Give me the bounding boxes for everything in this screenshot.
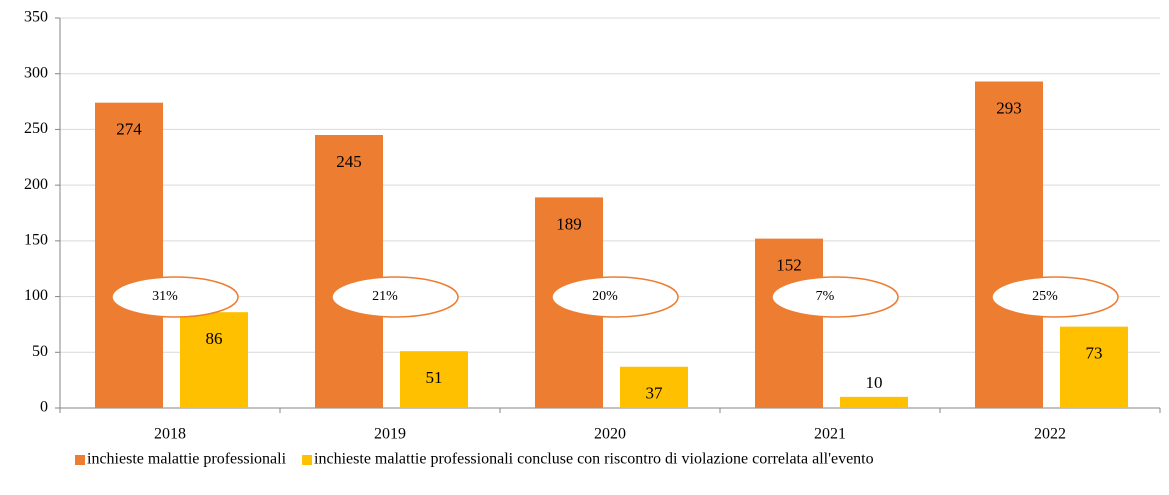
value-label: 86 (206, 329, 223, 348)
legend-label: inchieste malattie professionali conclus… (314, 451, 874, 468)
value-label: 189 (556, 214, 582, 233)
annotation-ellipse (111, 276, 239, 318)
bar (840, 396, 908, 408)
value-label: 274 (116, 120, 142, 139)
annotation-ellipse (991, 276, 1119, 318)
annotation: 20% (592, 289, 618, 304)
bar (180, 312, 248, 408)
y-tick-label: 350 (24, 9, 48, 26)
legend-label: inchieste malattie professionali (87, 451, 287, 468)
bar (755, 238, 823, 408)
annotation-ellipse (551, 276, 679, 318)
y-tick-label: 150 (24, 232, 48, 249)
value-label: 37 (646, 384, 664, 403)
value-label: 10 (866, 373, 883, 392)
bar (1060, 326, 1128, 408)
value-label: 293 (996, 98, 1022, 117)
x-tick-label: 2020 (594, 426, 626, 443)
x-tick-label: 2018 (154, 426, 186, 443)
annotation: 21% (372, 289, 398, 304)
annotation: 25% (1032, 289, 1058, 304)
y-tick-label: 50 (32, 343, 48, 360)
legend-swatch (75, 455, 85, 465)
bar (975, 81, 1043, 408)
y-tick-label: 250 (24, 120, 48, 137)
bar (315, 135, 383, 408)
x-tick-label: 2022 (1034, 426, 1066, 443)
value-label: 152 (776, 256, 802, 275)
x-tick-label: 2019 (374, 426, 406, 443)
annotation: 7% (816, 289, 835, 304)
annotation-ellipse (331, 276, 459, 318)
x-tick-label: 2021 (814, 426, 846, 443)
y-tick-label: 100 (24, 287, 48, 304)
bar (620, 366, 688, 408)
value-label: 51 (426, 368, 443, 387)
y-tick-label: 200 (24, 176, 48, 193)
annotation-ellipse (771, 276, 899, 318)
value-label: 73 (1086, 344, 1103, 363)
bar (95, 102, 163, 408)
legend-swatch (302, 455, 313, 465)
y-tick-label: 300 (24, 64, 48, 81)
annotation: 31% (152, 289, 178, 304)
y-tick-label: 0 (40, 399, 48, 416)
bar (400, 351, 468, 408)
value-label: 245 (336, 152, 362, 171)
